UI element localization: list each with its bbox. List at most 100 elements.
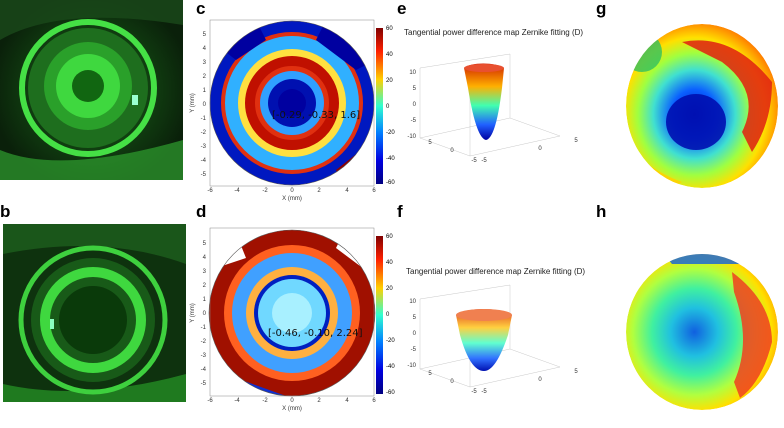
- xlabel-d: X (mm): [282, 406, 302, 412]
- z-tick-f-2: 0: [413, 331, 417, 337]
- ylabel-d: Y (mm): [190, 303, 196, 323]
- xlabel-c: X (mm): [282, 196, 302, 202]
- panel-label-e: e: [397, 0, 407, 18]
- y-tick-d-4: 1: [203, 297, 207, 303]
- panel-label-b: b: [0, 202, 11, 221]
- z-ticks-f: 10 5 0 -5 -10: [407, 299, 416, 369]
- cbar-tick-c-3: 0: [386, 104, 390, 110]
- y-tick-f-1: 0: [538, 377, 542, 383]
- map-title-f: Tangential power difference map Zernike …: [406, 267, 586, 276]
- y-tick-c-6: -1: [201, 116, 207, 122]
- colorbar-ticks-c: 60 40 20 0 -20 -40 -60: [386, 26, 406, 186]
- y-tick-c-5: 0: [203, 102, 207, 108]
- x-tick-c-4: 2: [317, 188, 321, 194]
- y-ticks-f: -5 0 5: [481, 369, 578, 395]
- x-tick-c-5: 4: [345, 188, 349, 194]
- z-tick-f-3: -5: [411, 347, 417, 353]
- heatmap-c: [-0.29, -0.33, 1.6] -6 -4 -2 0 2 4 6 5 4…: [190, 19, 383, 202]
- panel-label-c: c: [196, 0, 206, 18]
- y-tick-d-5: 0: [203, 311, 207, 317]
- colorbar-ticks-d: 60 40 20 0 -20 -40 -60: [386, 234, 406, 396]
- y-tick-f-0: -5: [481, 389, 487, 395]
- y-tick-c-3: 2: [203, 74, 207, 80]
- x-tick-c-2: -2: [262, 188, 268, 194]
- surface-f: 10 5 0 -5 -10 5 0 -5 -5 0 5: [407, 284, 578, 395]
- cbar-tick-c-6: -60: [386, 180, 395, 186]
- x-tick-d-6: 6: [372, 398, 376, 404]
- y-tick-d-1: 4: [203, 255, 207, 261]
- x-tick-f-2: -5: [471, 389, 477, 395]
- x-tick-f-1: 0: [450, 379, 454, 385]
- cbar-tick-c-0: 60: [386, 26, 393, 32]
- cbar-tick-c-5: -40: [386, 156, 395, 162]
- z-tick-f-4: -10: [407, 363, 416, 369]
- y-tick-e-1: 0: [538, 146, 542, 152]
- panel-label-g: g: [596, 0, 607, 18]
- cbar-tick-d-3: 0: [386, 312, 390, 318]
- cbar-tick-d-6: -60: [386, 390, 395, 396]
- y-tick-c-10: -5: [201, 172, 207, 178]
- panel-label-h: h: [596, 202, 607, 221]
- x-ticks-d: -6 -4 -2 0 2 4 6: [207, 398, 376, 404]
- surface-e: 10 5 0 -5 -10 5 0 -5 -5 0 5: [407, 53, 578, 164]
- cbar-tick-d-0: 60: [386, 234, 393, 240]
- cbar-tick-c-4: -20: [386, 130, 395, 136]
- annotation-c: [-0.29, -0.33, 1.6]: [272, 110, 360, 121]
- cbar-tick-d-2: 20: [386, 286, 393, 292]
- z-tick-f-0: 10: [409, 299, 416, 305]
- y-tick-d-9: -4: [201, 367, 207, 373]
- fluorescein-photo-a: [0, 0, 183, 180]
- ylabel-c: Y (mm): [190, 93, 196, 113]
- y-tick-c-1: 4: [203, 46, 207, 52]
- x-ticks-e: 5 0 -5: [428, 140, 477, 164]
- x-tick-d-4: 2: [317, 398, 321, 404]
- z-tick-e-2: 0: [413, 102, 417, 108]
- sphere-map-g: [626, 24, 778, 188]
- y-tick-c-8: -3: [201, 144, 207, 150]
- y-ticks-c: 5 4 3 2 1 0 -1 -2 -3 -4 -5: [201, 32, 207, 178]
- sphere-map-h: [626, 254, 778, 410]
- heatmap-d: [-0.46, -0.10, 2.24] -6 -4 -2 0 2 4 6 5 …: [190, 227, 383, 412]
- x-ticks-c: -6 -4 -2 0 2 4 6: [207, 188, 376, 194]
- y-tick-d-6: -1: [201, 325, 207, 331]
- x-tick-d-5: 4: [345, 398, 349, 404]
- y-tick-d-2: 3: [203, 269, 207, 275]
- y-tick-c-0: 5: [203, 32, 207, 38]
- y-tick-d-0: 5: [203, 241, 207, 247]
- x-tick-f-0: 5: [428, 371, 432, 377]
- x-tick-c-3: 0: [290, 188, 294, 194]
- z-tick-e-4: -10: [407, 134, 416, 140]
- z-tick-f-1: 5: [413, 315, 417, 321]
- y-tick-d-7: -2: [201, 339, 207, 345]
- y-ticks-e: -5 0 5: [481, 138, 578, 164]
- cbar-tick-d-1: 40: [386, 260, 393, 266]
- x-tick-d-0: -6: [207, 398, 213, 404]
- cbar-tick-d-5: -40: [386, 364, 395, 370]
- z-tick-e-3: -5: [411, 118, 417, 124]
- y-tick-f-2: 5: [574, 369, 578, 375]
- x-tick-e-1: 0: [450, 148, 454, 154]
- y-tick-e-2: 5: [574, 138, 578, 144]
- y-tick-c-7: -2: [201, 130, 207, 136]
- colorbar-c: [376, 28, 383, 184]
- map-title-e: Tangential power difference map Zernike …: [404, 28, 584, 37]
- panel-label-d: d: [196, 202, 207, 221]
- x-tick-e-2: -5: [471, 158, 477, 164]
- cbar-tick-d-4: -20: [386, 338, 395, 344]
- y-tick-d-10: -5: [201, 381, 207, 387]
- y-tick-d-8: -3: [201, 353, 207, 359]
- x-tick-d-2: -2: [262, 398, 268, 404]
- z-tick-e-0: 10: [409, 70, 416, 76]
- fluorescein-photo-b: [3, 224, 186, 402]
- cbar-tick-c-2: 20: [386, 78, 393, 84]
- x-tick-e-0: 5: [428, 140, 432, 146]
- y-tick-c-4: 1: [203, 88, 207, 94]
- x-tick-d-3: 0: [290, 398, 294, 404]
- x-tick-d-1: -4: [234, 398, 240, 404]
- z-ticks-e: 10 5 0 -5 -10: [407, 70, 416, 140]
- y-ticks-d: 5 4 3 2 1 0 -1 -2 -3 -4 -5: [201, 241, 207, 387]
- z-tick-e-1: 5: [413, 86, 417, 92]
- x-ticks-f: 5 0 -5: [428, 371, 477, 395]
- annotation-d: [-0.46, -0.10, 2.24]: [268, 328, 363, 339]
- y-tick-c-9: -4: [201, 158, 207, 164]
